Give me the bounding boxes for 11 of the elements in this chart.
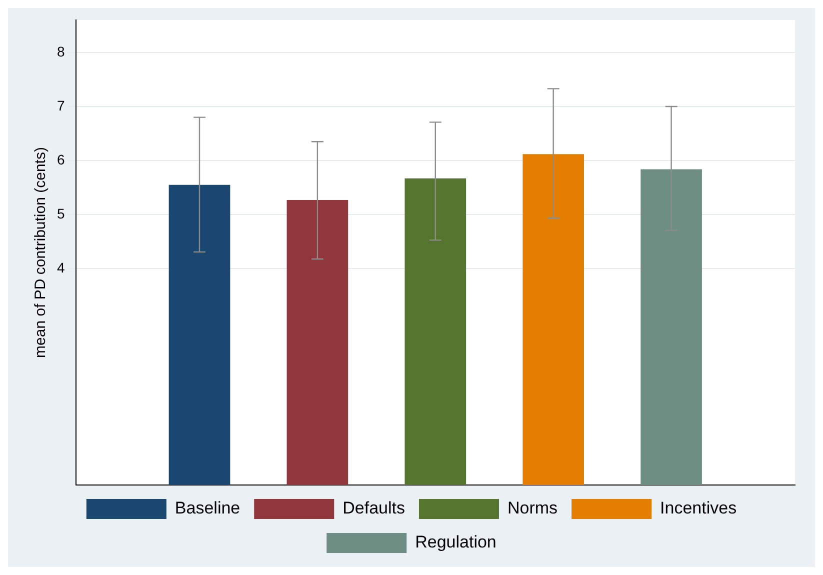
y-tick-label: 6 <box>56 151 65 168</box>
legend-label: Norms <box>507 498 558 518</box>
legend-label: Incentives <box>660 498 737 518</box>
y-tick-label: 4 <box>56 260 65 276</box>
legend-label: Regulation <box>415 532 496 552</box>
y-tick-label: 5 <box>56 206 65 222</box>
legend-label: Baseline <box>174 498 240 518</box>
y-tick-label: 8 <box>56 43 65 60</box>
legend-label: Defaults <box>342 498 405 518</box>
y-axis-title: mean of PD contribution (cents) <box>32 147 50 358</box>
y-tick-label: 7 <box>56 97 65 114</box>
